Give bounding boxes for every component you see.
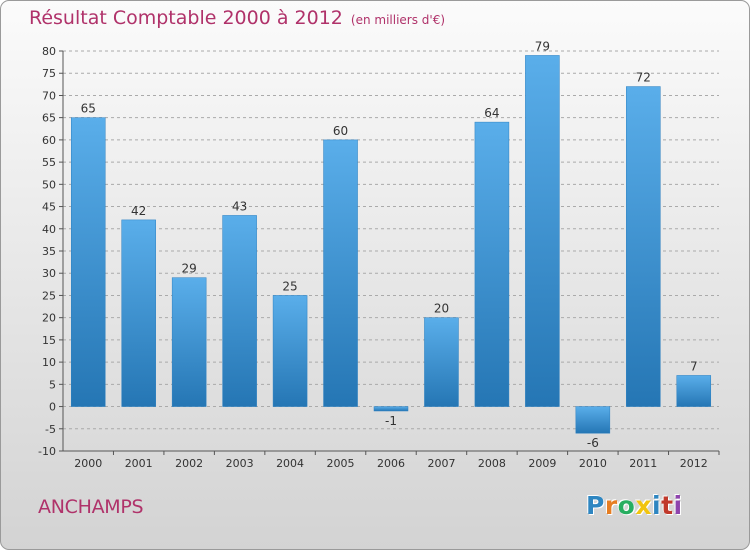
data-label-2009: 79 (535, 39, 550, 53)
data-label-2001: 42 (131, 204, 146, 218)
y-tick-label: 80 (42, 45, 56, 58)
data-label-2003: 43 (232, 199, 247, 213)
data-label-2007: 20 (434, 302, 449, 316)
x-tick-label: 2002 (175, 457, 203, 470)
x-tick-label: 2007 (427, 457, 455, 470)
data-label-2010: -6 (587, 436, 599, 450)
proxiti-logo: Proxiti (586, 491, 683, 520)
chart-subtitle: (en milliers d'€) (350, 13, 446, 27)
x-tick-label: 2003 (226, 457, 254, 470)
y-tick-label: 75 (42, 67, 56, 80)
y-tick-label: 60 (42, 134, 56, 147)
bar-2004 (272, 295, 308, 407)
x-tick-label: 2005 (327, 457, 355, 470)
chart-title-text: Résultat Comptable 2000 à 2012 (29, 7, 343, 29)
logo-letter: t (661, 491, 674, 520)
bar-2012 (676, 375, 712, 407)
y-tick-label: 45 (42, 201, 56, 214)
y-tick-label: 65 (42, 112, 56, 125)
x-tick-label: 2008 (478, 457, 506, 470)
bar-2010 (575, 406, 611, 434)
bars (70, 55, 712, 434)
y-tick-label: 40 (42, 223, 56, 236)
x-tick-label: 2010 (579, 457, 607, 470)
data-labels: 65 42 29 43 25 60 -1 20 64 79 -6 72 7 (81, 39, 698, 450)
data-label-2011: 72 (636, 71, 651, 85)
x-tick-label: 2000 (74, 457, 102, 470)
chart-title: Résultat Comptable 2000 à 2012 (en millie… (29, 7, 445, 29)
bar-2008 (474, 121, 510, 407)
data-label-2012: 7 (690, 359, 698, 373)
x-tick-label: 2001 (125, 457, 153, 470)
logo-letter: r (604, 491, 618, 520)
bar-2011 (626, 86, 661, 407)
y-tick-label: 25 (42, 289, 56, 302)
bar-2000 (70, 117, 106, 407)
data-label-2004: 25 (282, 279, 297, 293)
logo-letter: i (673, 491, 683, 520)
logo-letter: i (652, 491, 662, 520)
x-tick-label: 2011 (629, 457, 657, 470)
location-name: ANCHAMPS (38, 496, 144, 518)
y-tick-label: -5 (45, 423, 56, 436)
y-tick-label: 70 (42, 89, 56, 102)
bar-2009 (525, 55, 560, 407)
logo-letter: o (617, 491, 636, 520)
y-tick-label: 30 (42, 267, 56, 280)
data-label-2008: 64 (484, 106, 499, 120)
logo-letter: x (635, 491, 652, 520)
y-tick-label: 20 (42, 312, 56, 325)
x-tick-label: 2009 (528, 457, 556, 470)
bar-2002 (171, 277, 207, 407)
data-label-2000: 65 (81, 102, 96, 116)
y-tick-label: 5 (49, 378, 56, 391)
y-tick-label: 35 (42, 245, 56, 258)
bar-2005 (323, 139, 358, 407)
data-label-2002: 29 (182, 262, 197, 276)
bar-2001 (121, 219, 156, 407)
y-tick-label: 0 (49, 401, 56, 414)
y-tick-label: 55 (42, 156, 56, 169)
bar-2007 (424, 317, 459, 407)
y-tick-label: -10 (38, 445, 56, 458)
grid-lines (63, 50, 719, 452)
x-tick-label: 2006 (377, 457, 405, 470)
bar-2006 (373, 406, 409, 412)
data-label-2005: 60 (333, 124, 348, 138)
x-tick-label: 2004 (276, 457, 304, 470)
y-tick-label: 15 (42, 334, 56, 347)
axes: -10 -5 0 5 10 15 20 25 30 35 40 45 50 55 60 65 70 75 80 200… (38, 45, 720, 470)
y-tick-label: 50 (42, 178, 56, 191)
y-tick-label: 10 (42, 356, 56, 369)
bar-2003 (222, 215, 257, 407)
x-tick-label: 2012 (680, 457, 708, 470)
logo-letter: P (586, 491, 605, 520)
data-label-2006: -1 (385, 414, 397, 428)
